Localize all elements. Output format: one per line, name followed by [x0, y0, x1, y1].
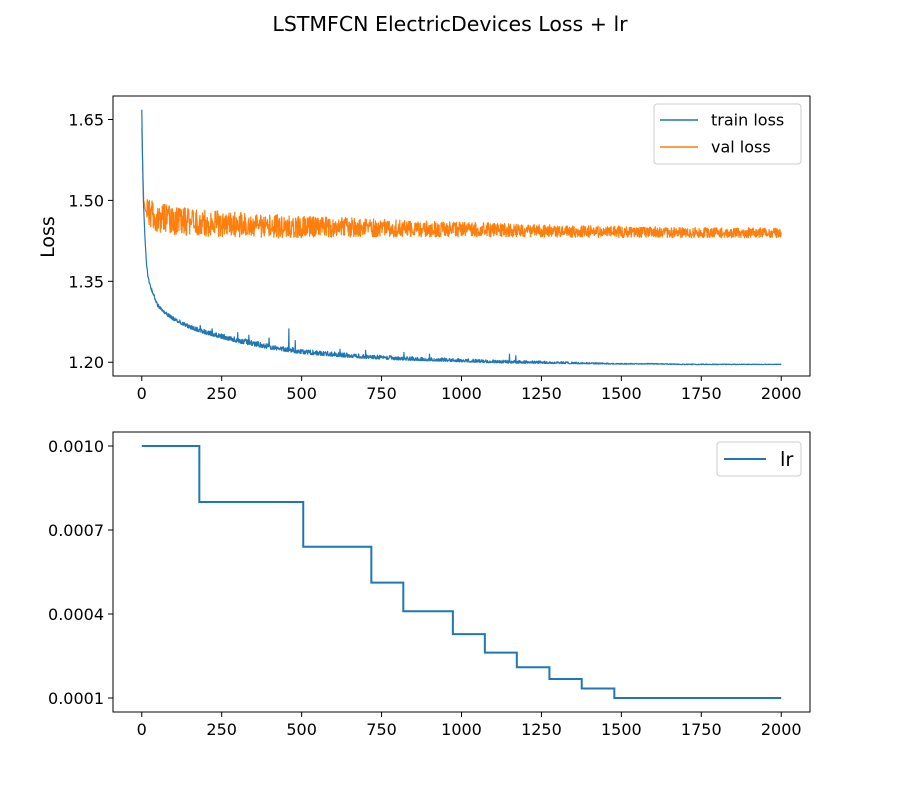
- lr-line: [141, 445, 782, 699]
- val-loss-line: [141, 127, 782, 239]
- lr-lines: [141, 445, 782, 699]
- lr-x-tick-label: 500: [286, 720, 317, 739]
- loss-x-tick-label: 1750: [681, 384, 722, 403]
- loss-x-tick-label: 1250: [521, 384, 562, 403]
- lr-x-tick-label: 1500: [601, 720, 642, 739]
- loss-x-tick-label: 2000: [761, 384, 802, 403]
- loss-x-tick-label: 1000: [441, 384, 482, 403]
- lr-x-tick-label: 1000: [441, 720, 482, 739]
- lr-y-tick-label: 0.0010: [48, 437, 104, 456]
- loss-y-tick-label: 1.20: [68, 353, 104, 372]
- lr-x-tick-label: 750: [366, 720, 397, 739]
- val-loss-legend-label: val loss: [711, 138, 771, 157]
- lr-x-tick-label: 2000: [761, 720, 802, 739]
- lr-x-tick-label: 1750: [681, 720, 722, 739]
- lr-y-ticks: 0.0001 0.0004 0.0007 0.0010: [48, 437, 113, 708]
- lr-x-tick-label: 1250: [521, 720, 562, 739]
- train-loss-line: [141, 109, 782, 366]
- loss-x-ticks: 0 250 500 750 1000 1250 1500 1750 2000: [137, 376, 802, 403]
- lr-x-tick-label: 250: [206, 720, 237, 739]
- loss-y-tick-label: 1.65: [68, 110, 104, 129]
- loss-y-axis-label: Loss: [37, 216, 59, 258]
- train-loss-legend-label: train loss: [711, 111, 784, 130]
- figure-title: LSTMFCN ElectricDevices Loss + lr: [272, 12, 628, 36]
- lr-x-tick-label: 0: [137, 720, 147, 739]
- lr-legend: lr: [716, 441, 802, 477]
- loss-x-tick-label: 500: [286, 384, 317, 403]
- lr-y-tick-label: 0.0007: [48, 521, 104, 540]
- loss-y-ticks: 1.20 1.35 1.50 1.65: [68, 110, 113, 372]
- loss-panel: 0 250 500 750 1000 1250 1500 1750 2000 1.201.351…: [37, 95, 811, 403]
- lr-y-tick-label: 0.0004: [48, 605, 104, 624]
- loss-x-tick-label: 0: [137, 384, 147, 403]
- loss-x-tick-label: 250: [206, 384, 237, 403]
- loss-lines: [141, 109, 782, 366]
- loss-x-tick-label: 1500: [601, 384, 642, 403]
- lr-legend-label: lr: [780, 448, 794, 471]
- lr-panel: 0 250 500 750 1000 1250 1500 1750 2000 0.00010.0…: [48, 431, 811, 739]
- loss-y-tick-label: 1.35: [68, 272, 104, 291]
- loss-legend-box: [653, 103, 802, 165]
- lr-x-ticks: 0 250 500 750 1000 1250 1500 1750 2000: [137, 712, 802, 739]
- loss-legend: train loss val loss: [653, 103, 802, 165]
- lr-y-tick-label: 0.0001: [48, 689, 104, 708]
- loss-y-tick-label: 1.50: [68, 191, 104, 210]
- loss-x-tick-label: 750: [366, 384, 397, 403]
